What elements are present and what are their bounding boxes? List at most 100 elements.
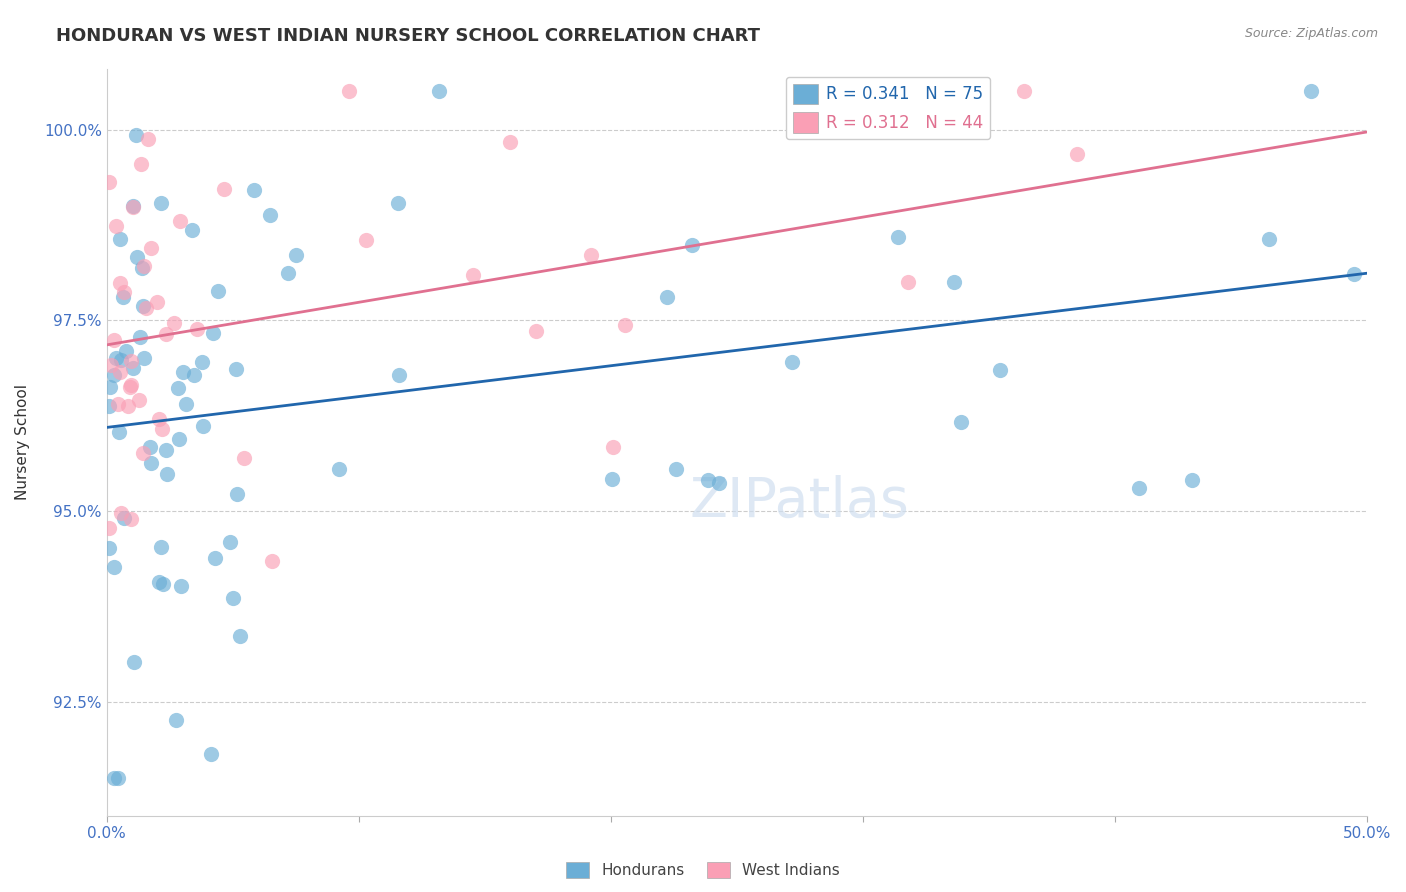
- Hondurans: [1299, 84, 1322, 98]
- West Indians: [103, 334, 125, 348]
- Hondurans: [696, 473, 718, 487]
- Hondurans: [103, 771, 125, 785]
- West Indians: [145, 294, 167, 309]
- Hondurans: [990, 363, 1012, 377]
- West Indians: [155, 327, 177, 342]
- West Indians: [1012, 84, 1035, 98]
- Hondurans: [152, 577, 174, 591]
- Hondurans: [125, 128, 148, 142]
- Hondurans: [225, 361, 247, 376]
- Hondurans: [122, 655, 145, 669]
- Hondurans: [150, 196, 173, 211]
- West Indians: [163, 316, 186, 330]
- Hondurans: [600, 472, 623, 486]
- Hondurans: [155, 442, 177, 457]
- West Indians: [186, 322, 208, 336]
- Hondurans: [949, 415, 972, 429]
- Hondurans: [1343, 267, 1365, 281]
- West Indians: [120, 378, 142, 392]
- West Indians: [104, 219, 127, 233]
- Hondurans: [172, 365, 194, 379]
- Hondurans: [131, 261, 153, 276]
- Hondurans: [125, 250, 148, 264]
- Hondurans: [103, 560, 125, 574]
- West Indians: [112, 285, 135, 299]
- Hondurans: [98, 541, 121, 555]
- Hondurans: [139, 440, 162, 454]
- Hondurans: [180, 223, 202, 237]
- Hondurans: [200, 747, 222, 762]
- West Indians: [128, 392, 150, 407]
- West Indians: [614, 318, 637, 332]
- West Indians: [148, 412, 170, 426]
- West Indians: [897, 275, 920, 289]
- Hondurans: [139, 456, 162, 470]
- Hondurans: [112, 290, 135, 304]
- Hondurans: [150, 540, 173, 554]
- Hondurans: [681, 238, 703, 252]
- Text: HONDURAN VS WEST INDIAN NURSERY SCHOOL CORRELATION CHART: HONDURAN VS WEST INDIAN NURSERY SCHOOL C…: [56, 27, 761, 45]
- Hondurans: [165, 713, 187, 727]
- Hondurans: [132, 299, 155, 313]
- Legend: R = 0.341   N = 75, R = 0.312   N = 44: R = 0.341 N = 75, R = 0.312 N = 44: [786, 77, 990, 139]
- West Indians: [212, 182, 235, 196]
- Hondurans: [780, 354, 803, 368]
- Hondurans: [225, 487, 247, 501]
- Hondurans: [886, 230, 908, 244]
- West Indians: [132, 446, 155, 460]
- Hondurans: [259, 208, 281, 222]
- Hondurans: [655, 290, 678, 304]
- Hondurans: [134, 351, 156, 365]
- West Indians: [135, 301, 157, 316]
- West Indians: [602, 440, 624, 454]
- Hondurans: [807, 102, 830, 116]
- Hondurans: [148, 574, 170, 589]
- Hondurans: [112, 511, 135, 525]
- West Indians: [499, 135, 522, 149]
- West Indians: [150, 421, 173, 435]
- West Indians: [129, 157, 152, 171]
- Hondurans: [104, 351, 127, 365]
- Hondurans: [167, 381, 190, 395]
- West Indians: [98, 175, 121, 189]
- Hondurans: [103, 368, 125, 383]
- Hondurans: [108, 425, 131, 440]
- West Indians: [141, 242, 163, 256]
- West Indians: [1066, 146, 1088, 161]
- Hondurans: [387, 195, 409, 210]
- Hondurans: [427, 84, 450, 98]
- Hondurans: [100, 379, 122, 393]
- Hondurans: [98, 399, 121, 413]
- Hondurans: [110, 353, 132, 368]
- Hondurans: [207, 284, 229, 298]
- Hondurans: [222, 591, 245, 606]
- West Indians: [524, 324, 547, 338]
- Hondurans: [115, 344, 138, 359]
- Hondurans: [169, 432, 191, 446]
- Hondurans: [201, 326, 224, 340]
- West Indians: [107, 397, 129, 411]
- West Indians: [122, 200, 145, 214]
- West Indians: [100, 359, 122, 373]
- Hondurans: [277, 266, 299, 280]
- West Indians: [463, 268, 485, 283]
- Text: ZIPatlas: ZIPatlas: [690, 475, 910, 529]
- Hondurans: [1180, 473, 1202, 487]
- Hondurans: [174, 397, 197, 411]
- Hondurans: [190, 354, 212, 368]
- Hondurans: [122, 360, 145, 375]
- Hondurans: [665, 462, 688, 476]
- West Indians: [232, 450, 254, 465]
- West Indians: [118, 379, 141, 393]
- West Indians: [117, 399, 139, 413]
- Hondurans: [107, 771, 129, 785]
- West Indians: [136, 132, 159, 146]
- Hondurans: [121, 199, 143, 213]
- West Indians: [120, 354, 142, 368]
- Hondurans: [284, 247, 307, 261]
- Legend: Hondurans, West Indians: Hondurans, West Indians: [560, 856, 846, 884]
- West Indians: [110, 276, 132, 290]
- Hondurans: [183, 368, 205, 382]
- Hondurans: [193, 418, 215, 433]
- Hondurans: [328, 462, 350, 476]
